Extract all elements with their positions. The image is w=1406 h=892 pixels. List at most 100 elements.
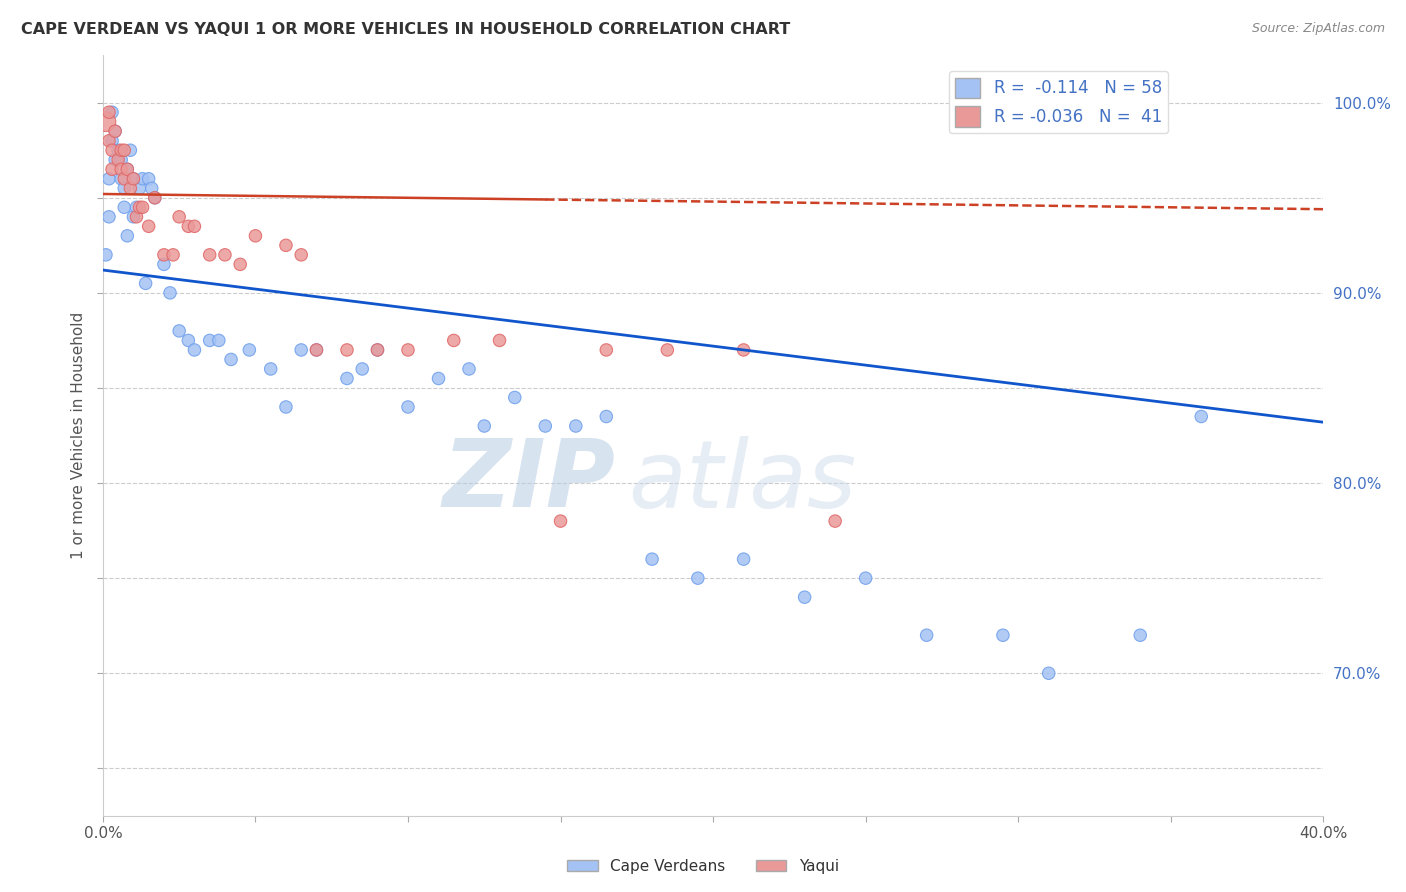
- Point: [107, 153, 129, 167]
- Legend: R =  -0.114   N = 58, R = -0.036   N =  41: R = -0.114 N = 58, R = -0.036 N = 41: [949, 71, 1168, 134]
- Point: [396, 400, 419, 414]
- Point: [125, 210, 148, 224]
- Point: [793, 590, 815, 604]
- Point: [245, 228, 267, 243]
- Point: [595, 409, 617, 424]
- Point: [565, 419, 588, 434]
- Point: [153, 257, 176, 271]
- Point: [98, 210, 121, 224]
- Point: [94, 248, 117, 262]
- Point: [167, 210, 190, 224]
- Point: [98, 134, 121, 148]
- Point: [305, 343, 328, 357]
- Point: [122, 171, 145, 186]
- Point: [219, 352, 242, 367]
- Point: [177, 334, 200, 348]
- Point: [104, 153, 127, 167]
- Point: [162, 248, 184, 262]
- Point: [198, 334, 221, 348]
- Point: [229, 257, 252, 271]
- Point: [336, 343, 359, 357]
- Point: [117, 228, 139, 243]
- Point: [641, 552, 664, 566]
- Point: [128, 200, 150, 214]
- Point: [733, 343, 755, 357]
- Point: [101, 105, 124, 120]
- Point: [120, 181, 142, 195]
- Point: [138, 171, 160, 186]
- Point: [396, 343, 419, 357]
- Point: [94, 114, 117, 128]
- Point: [290, 248, 312, 262]
- Point: [104, 124, 127, 138]
- Point: [98, 105, 121, 120]
- Point: [183, 219, 205, 234]
- Point: [595, 343, 617, 357]
- Point: [1129, 628, 1152, 642]
- Point: [1189, 409, 1212, 424]
- Point: [128, 181, 150, 195]
- Point: [352, 362, 374, 376]
- Point: [991, 628, 1014, 642]
- Point: [101, 162, 124, 177]
- Text: Source: ZipAtlas.com: Source: ZipAtlas.com: [1251, 22, 1385, 36]
- Point: [534, 419, 557, 434]
- Point: [915, 628, 938, 642]
- Point: [1038, 666, 1060, 681]
- Point: [107, 143, 129, 157]
- Legend: Cape Verdeans, Yaqui: Cape Verdeans, Yaqui: [561, 853, 845, 880]
- Point: [112, 181, 135, 195]
- Point: [131, 200, 153, 214]
- Point: [120, 143, 142, 157]
- Point: [458, 362, 481, 376]
- Text: CAPE VERDEAN VS YAQUI 1 OR MORE VEHICLES IN HOUSEHOLD CORRELATION CHART: CAPE VERDEAN VS YAQUI 1 OR MORE VEHICLES…: [21, 22, 790, 37]
- Point: [503, 391, 526, 405]
- Point: [135, 277, 157, 291]
- Point: [208, 334, 231, 348]
- Point: [112, 143, 135, 157]
- Point: [274, 400, 297, 414]
- Point: [550, 514, 572, 528]
- Point: [824, 514, 846, 528]
- Point: [143, 191, 166, 205]
- Point: [214, 248, 236, 262]
- Point: [110, 143, 132, 157]
- Point: [112, 200, 135, 214]
- Point: [336, 371, 359, 385]
- Point: [305, 343, 328, 357]
- Y-axis label: 1 or more Vehicles in Household: 1 or more Vehicles in Household: [72, 312, 86, 559]
- Point: [117, 162, 139, 177]
- Point: [122, 171, 145, 186]
- Point: [117, 162, 139, 177]
- Point: [141, 181, 163, 195]
- Point: [110, 171, 132, 186]
- Point: [153, 248, 176, 262]
- Text: atlas: atlas: [627, 435, 856, 526]
- Point: [110, 153, 132, 167]
- Point: [143, 191, 166, 205]
- Point: [167, 324, 190, 338]
- Point: [366, 343, 388, 357]
- Point: [110, 162, 132, 177]
- Point: [733, 552, 755, 566]
- Point: [101, 143, 124, 157]
- Point: [274, 238, 297, 252]
- Point: [855, 571, 877, 585]
- Point: [290, 343, 312, 357]
- Point: [122, 210, 145, 224]
- Point: [183, 343, 205, 357]
- Point: [125, 200, 148, 214]
- Point: [427, 371, 450, 385]
- Point: [366, 343, 388, 357]
- Point: [131, 171, 153, 186]
- Point: [177, 219, 200, 234]
- Point: [443, 334, 465, 348]
- Point: [238, 343, 260, 357]
- Point: [159, 285, 181, 300]
- Point: [260, 362, 283, 376]
- Point: [686, 571, 709, 585]
- Text: ZIP: ZIP: [443, 435, 616, 527]
- Point: [138, 219, 160, 234]
- Point: [488, 334, 510, 348]
- Point: [657, 343, 679, 357]
